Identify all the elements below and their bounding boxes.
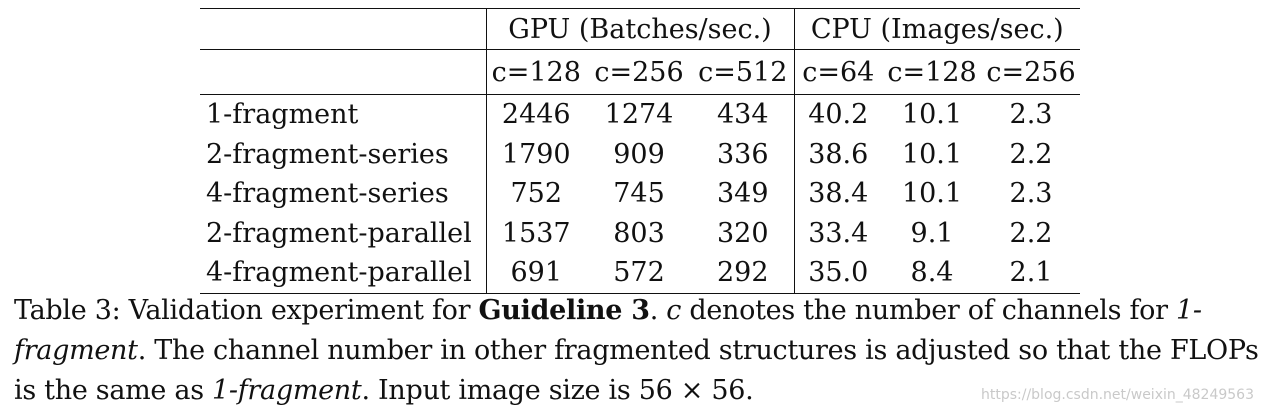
table-cell: 40.2	[808, 99, 869, 131]
table-cell: 33.4	[808, 217, 869, 249]
sub-header: c=128	[882, 49, 983, 95]
caption-bold-guideline: Guideline 3	[478, 295, 650, 326]
group-header-row: GPU (Batches/sec.) CPU (Images/sec.)	[200, 8, 1081, 50]
row-label: 2-fragment-series	[206, 138, 449, 170]
table-row: 2-fragment-series 1790 909 336 38.6 10.1…	[200, 134, 1080, 174]
table-cell: 9.1	[910, 217, 954, 249]
sub-header-row: c=128 c=256 c=512 c=64 c=128 c=256	[200, 49, 1081, 95]
results-table: GPU (Batches/sec.) CPU (Images/sec.) c=1…	[200, 8, 1081, 294]
sub-header: c=256	[982, 49, 1081, 95]
table-cell: 2.2	[1009, 217, 1053, 249]
table-cell: 691	[485, 253, 586, 294]
table-cell: 2446	[485, 94, 586, 135]
table-cell: 2.3	[1009, 178, 1053, 210]
row-label: 1-fragment	[206, 99, 359, 131]
table-row: 4-fragment-series 752 745 349 38.4 10.1 …	[200, 174, 1080, 214]
watermark-url: https://blog.csdn.net/weixin_48249563	[980, 387, 1254, 403]
table-cell: 2.2	[1009, 138, 1053, 170]
table-cell: 349	[692, 174, 795, 214]
table-cell: 35.0	[794, 253, 883, 294]
row-label: 4-fragment-series	[206, 178, 449, 210]
table-row: 2-fragment-parallel 1537 803 320 33.4 9.…	[200, 213, 1080, 253]
caption-text: denotes the number of channels for	[681, 295, 1177, 326]
sub-header: c=64	[794, 49, 883, 95]
table-cell: 10.1	[901, 138, 963, 170]
table-cell: 10.1	[901, 178, 963, 210]
table-cell: 1790	[485, 134, 586, 174]
sub-header: c=128	[485, 49, 586, 95]
corner-cell-2	[200, 49, 486, 95]
table-cell: 336	[692, 134, 795, 174]
caption-italic-fragment: 1-fragment	[14, 295, 1202, 366]
table-cell: 572	[586, 253, 692, 294]
caption-text: . The channel number in other fragmented…	[14, 335, 1259, 406]
table-cell: 1274	[604, 99, 674, 131]
table-cell: 1537	[485, 213, 586, 253]
table-cell: 745	[613, 178, 665, 210]
table-cell: 38.6	[808, 138, 869, 170]
table-cell: 752	[485, 174, 586, 214]
caption-text: . Input image size is 56 × 56.	[361, 375, 754, 406]
table-cell: 909	[613, 138, 665, 170]
sub-header: c=512	[692, 49, 795, 95]
table-cell: 10.1	[901, 99, 963, 131]
caption-italic-fragment: 1-fragment	[212, 375, 362, 406]
table-cell: 434	[692, 94, 795, 135]
table-cell: 38.4	[808, 178, 869, 210]
cpu-group-header: CPU (Images/sec.)	[794, 8, 1081, 50]
gpu-group-header: GPU (Batches/sec.)	[485, 8, 795, 50]
sub-header: c=256	[586, 49, 692, 95]
row-label: 4-fragment-parallel	[200, 253, 486, 294]
caption-italic-c: c	[666, 295, 682, 326]
table-cell: 8.4	[882, 253, 983, 294]
results-table-container: GPU (Batches/sec.) CPU (Images/sec.) c=1…	[200, 8, 1081, 294]
caption-text: .	[649, 295, 667, 326]
table-cell: 320	[692, 213, 795, 253]
table-cell: 803	[613, 217, 665, 249]
table-cell: 2.3	[1009, 99, 1053, 131]
row-label: 2-fragment-parallel	[206, 217, 472, 249]
table-cell: 2.1	[982, 253, 1081, 294]
corner-cell	[200, 8, 486, 50]
table-row: 1-fragment 2446 1274 434 40.2 10.1 2.3	[200, 94, 1080, 135]
table-row: 4-fragment-parallel 691 572 292 35.0 8.4…	[200, 253, 1081, 294]
table-cell: 292	[692, 253, 795, 294]
caption-text: Table 3: Validation experiment for	[14, 295, 479, 326]
table-caption: Table 3: Validation experiment for Guide…	[14, 291, 1262, 411]
